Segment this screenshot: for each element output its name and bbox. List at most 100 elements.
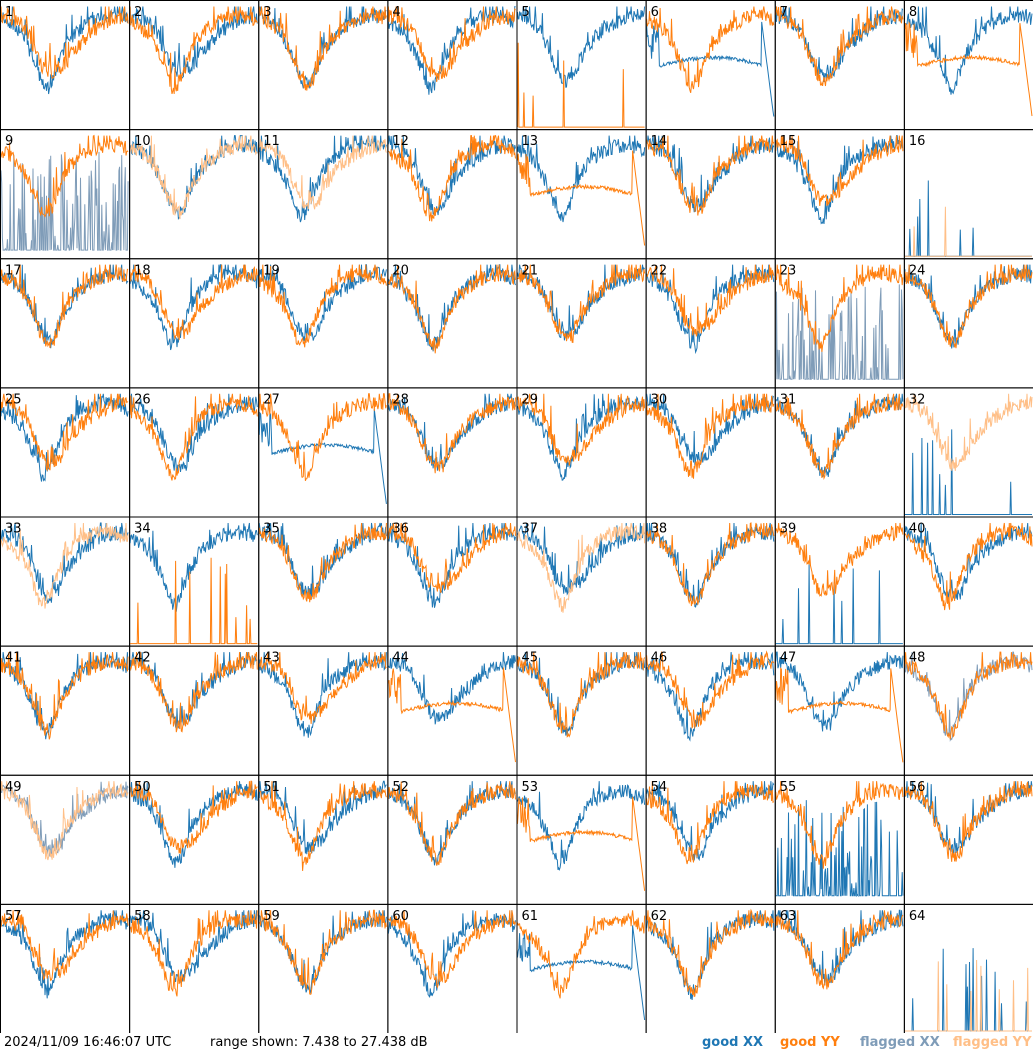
panel-10-label: 10 <box>134 134 151 149</box>
panel-59-label: 59 <box>263 909 280 924</box>
panel-17: 17 <box>0 258 131 389</box>
panel-44-good-yy-trace <box>387 667 516 763</box>
panel-15-good-yy-trace <box>775 135 904 207</box>
panel-36-label: 36 <box>392 522 409 537</box>
panel-11-flagged-yy-trace <box>258 135 387 210</box>
panel-9-good-yy-trace <box>0 134 129 218</box>
panel-46-good-xx-trace <box>646 651 775 742</box>
panel-48-good-yy-trace <box>904 651 1033 740</box>
panel-38-label: 38 <box>651 522 668 537</box>
panel-14-good-xx-trace <box>646 135 775 213</box>
panel-64-flagged-yy-trace <box>904 959 1032 1032</box>
panel-53-good-yy-trace <box>517 796 646 891</box>
panel-34: 34 <box>129 516 260 647</box>
panel-52: 52 <box>387 774 518 905</box>
panel-60-label: 60 <box>392 909 409 924</box>
panel-40: 40 <box>903 516 1033 647</box>
panel-41: 41 <box>0 645 131 776</box>
panel-2-label: 2 <box>134 5 142 20</box>
panel-26-label: 26 <box>134 392 151 407</box>
panel-54-good-yy-trace <box>646 781 775 865</box>
panel-16-label: 16 <box>909 134 926 149</box>
panel-15: 15 <box>774 129 905 260</box>
panel-27-good-yy-trace <box>258 393 387 482</box>
panel-32-label: 32 <box>909 392 926 407</box>
panel-36: 36 <box>387 516 518 647</box>
panel-15-label: 15 <box>780 134 797 149</box>
panel-1: 1 <box>0 0 131 131</box>
panel-34-label: 34 <box>134 522 151 537</box>
panel-3-label: 3 <box>263 5 271 20</box>
panel-13-label: 13 <box>522 134 539 149</box>
panel-57-good-yy-trace <box>0 910 129 982</box>
panel-38-good-yy-trace <box>646 522 775 607</box>
panel-48: 48 <box>903 645 1033 776</box>
panel-5: 5 <box>516 0 647 131</box>
panel-3: 3 <box>258 0 389 131</box>
panel-56-good-yy-trace <box>904 781 1033 862</box>
panel-39-label: 39 <box>780 522 797 537</box>
panel-59: 59 <box>258 903 389 1033</box>
panel-31-good-yy-trace <box>775 393 904 481</box>
panel-60-good-yy-trace <box>388 910 516 989</box>
panel-21-good-yy-trace <box>517 264 646 343</box>
panel-40-good-yy-trace <box>904 522 1033 611</box>
panel-55: 55 <box>774 774 905 905</box>
panel-35-good-yy-trace <box>258 522 387 603</box>
panel-14-good-yy-trace <box>646 135 775 216</box>
panel-29: 29 <box>516 387 647 518</box>
panel-1-label: 1 <box>5 5 13 20</box>
panel-47: 47 <box>774 645 905 776</box>
panel-20: 20 <box>387 258 518 389</box>
panel-51-good-yy-trace <box>258 781 387 871</box>
panel-18-good-yy-trace <box>129 264 258 341</box>
panel-22-label: 22 <box>651 263 668 278</box>
panel-3-good-xx-trace <box>258 6 387 89</box>
panel-25: 25 <box>0 387 131 518</box>
panel-33-label: 33 <box>5 522 22 537</box>
panel-6: 6 <box>645 0 776 131</box>
panel-25-label: 25 <box>5 392 22 407</box>
panel-62: 62 <box>645 903 776 1033</box>
panel-45-good-yy-trace <box>517 652 646 738</box>
panel-44-good-xx-trace <box>387 652 516 725</box>
panel-49: 49 <box>0 774 131 905</box>
panel-30-good-xx-trace <box>646 393 775 466</box>
panel-24-good-yy-trace <box>904 264 1033 349</box>
panel-47-label: 47 <box>780 651 797 666</box>
panel-29-good-yy-trace <box>517 393 646 466</box>
panel-63-label: 63 <box>780 909 797 924</box>
panel-7-good-yy-trace <box>775 6 904 87</box>
panel-53-label: 53 <box>522 780 539 795</box>
panel-9: 9 <box>0 129 131 260</box>
panel-42-label: 42 <box>134 651 151 666</box>
panel-37-flagged-yy-trace <box>517 522 646 613</box>
panel-12-good-xx-trace <box>387 135 516 216</box>
panel-13-good-yy-trace <box>517 150 646 246</box>
panel-24: 24 <box>903 258 1033 389</box>
panel-50: 50 <box>129 774 260 905</box>
panel-4-label: 4 <box>392 5 400 20</box>
panel-18: 18 <box>129 258 260 389</box>
panel-46-good-yy-trace <box>646 650 775 730</box>
panel-9-flagged-xx-trace <box>0 151 129 251</box>
panel-60: 60 <box>387 903 518 1033</box>
panel-8: 8 <box>903 0 1033 131</box>
panel-12-label: 12 <box>392 134 409 149</box>
panel-32-good-xx-trace <box>904 429 1032 515</box>
panel-32-flagged-yy-trace <box>904 393 1033 471</box>
panel-55-label: 55 <box>780 780 797 795</box>
panel-49-label: 49 <box>5 780 22 795</box>
panel-39-good-yy-trace <box>775 522 904 597</box>
panel-1-good-xx-trace <box>0 6 129 95</box>
panel-62-good-yy-trace <box>646 908 774 998</box>
panel-42-good-yy-trace <box>129 651 258 733</box>
panel-53-good-xx-trace <box>517 781 646 871</box>
panel-10: 10 <box>129 129 260 260</box>
panel-22-good-xx-trace <box>646 264 775 355</box>
panel-2-good-yy-trace <box>129 6 258 95</box>
panel-25-good-xx-trace <box>0 393 129 482</box>
panel-37-label: 37 <box>522 522 539 537</box>
panel-11-label: 11 <box>263 134 280 149</box>
panel-33: 33 <box>0 516 131 647</box>
